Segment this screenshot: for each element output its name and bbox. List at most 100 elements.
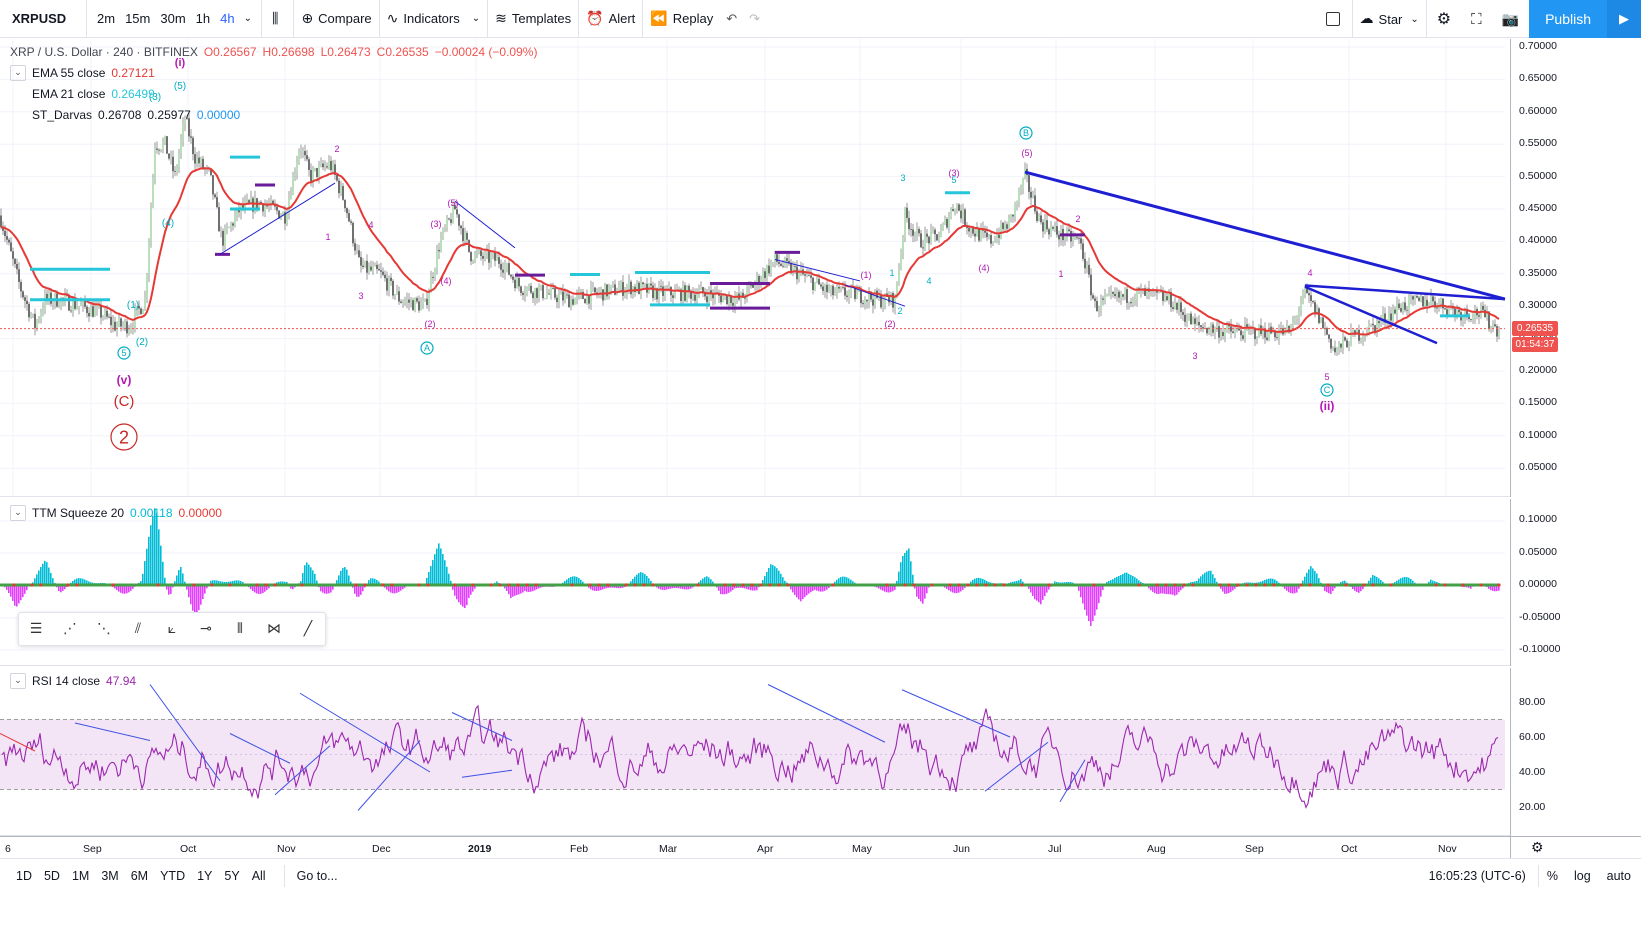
interval-30m[interactable]: 30m [160, 11, 186, 26]
range-all[interactable]: All [251, 869, 266, 883]
squeeze-dot [354, 583, 358, 587]
replay-button[interactable]: ⏪ Replay [643, 0, 720, 38]
range-1d[interactable]: 1D [16, 869, 32, 883]
camera-icon[interactable]: 📷 [1501, 10, 1520, 27]
log-toggle[interactable]: log [1573, 869, 1591, 883]
range-3m[interactable]: 3M [101, 869, 119, 883]
candle-body [1046, 220, 1048, 230]
price-axis[interactable]: 0.70000 0.65000 0.60000 0.55000 0.50000 0.450… [1510, 39, 1641, 497]
ema21-row[interactable]: EMA 21 close 0.26499 [10, 83, 537, 104]
undo-icon[interactable]: ↶ [726, 10, 738, 26]
ttm-bar [210, 580, 212, 585]
candle-body [536, 288, 538, 298]
candle-body [1192, 318, 1194, 325]
range-5y[interactable]: 5Y [224, 869, 240, 883]
collapse-chevron-icon[interactable]: ⌄ [10, 504, 26, 521]
candle-style-button[interactable]: ⫼ [262, 0, 293, 38]
ttm-bar [388, 585, 390, 592]
ttm-bar [916, 585, 918, 597]
ttm-bar [1128, 573, 1130, 585]
ttm-bar [772, 565, 774, 585]
ttm-bar [822, 585, 824, 592]
indicators-button[interactable]: ∿ Indicators ⌄ [380, 0, 488, 38]
publish-button[interactable]: Publish [1529, 0, 1607, 38]
goto-button[interactable]: Go to... [296, 869, 338, 883]
ttm-bar [594, 585, 596, 591]
range-1y[interactable]: 1Y [197, 869, 213, 883]
interval-15m[interactable]: 15m [125, 11, 151, 26]
chart-settings-gear-icon[interactable]: ⚙ [1531, 839, 1544, 855]
fullscreen-icon[interactable]: ⛶ [1471, 10, 1482, 28]
time-axis[interactable]: 6 Sep Oct Nov Dec 2019 Feb Mar Apr May Jun Jul Aug Se… [0, 836, 1510, 858]
collapse-chevron-icon[interactable]: ⌄ [10, 672, 26, 689]
vertical-lines-icon[interactable]: ⫴ [237, 621, 243, 637]
interval-dropdown-chevron-icon[interactable]: ⌄ [243, 13, 252, 24]
interval-4h[interactable]: 4h [220, 11, 235, 26]
percent-toggle[interactable]: % [1546, 869, 1558, 883]
publish-play-icon[interactable]: ▶ [1607, 0, 1641, 38]
candle-body [1396, 303, 1398, 314]
ttm-bar [672, 585, 674, 589]
templates-button[interactable]: ≋ Templates [488, 0, 578, 38]
candle-body [576, 293, 578, 299]
price-chart[interactable]: (i) (5) (3) (1) (2) (4) 5 (v) (C) 2 2 1 3 4 (3) (5) (4) (… [0, 39, 1510, 497]
rsi-pane[interactable]: ⌄ RSI 14 close 47.94 [0, 668, 1510, 836]
pattern-icon[interactable]: ⋈ [267, 621, 281, 637]
ema55-row[interactable]: ⌄ EMA 55 close 0.27121 [10, 62, 537, 83]
interval-1h[interactable]: 1h [195, 11, 211, 26]
collapse-chevron-icon[interactable]: ⌄ [10, 64, 26, 81]
ttm-bar [566, 579, 568, 585]
wave-1-5-icon[interactable]: ⋰ [63, 621, 77, 637]
price-pane[interactable]: (i) (5) (3) (1) (2) (4) 5 (v) (C) 2 2 1 3 4 (3) (5) (4) (… [0, 39, 1510, 497]
compare-button[interactable]: ⊕ Compare [294, 0, 378, 38]
rsi-row[interactable]: ⌄ RSI 14 close 47.94 [10, 670, 136, 691]
ttm-bar [658, 585, 660, 589]
candle-body [634, 286, 636, 293]
interval-2m[interactable]: 2m [97, 11, 116, 26]
ttm-bar [634, 576, 636, 585]
candle-body [812, 277, 814, 291]
redo-icon[interactable]: ↷ [749, 10, 761, 26]
ttm-bar [464, 585, 466, 609]
candle-body [170, 156, 172, 159]
candle-body [558, 294, 560, 303]
settings-gear-icon[interactable]: ⚙ [1436, 11, 1452, 28]
rsi-chart[interactable] [0, 668, 1510, 836]
alert-button[interactable]: ⏰ Alert [579, 0, 642, 38]
candle-body [464, 232, 466, 241]
auto-toggle[interactable]: auto [1606, 869, 1631, 883]
range-6m[interactable]: 6M [130, 869, 149, 883]
candle-body [1394, 309, 1396, 314]
ttm-bar [254, 585, 256, 593]
symbol-search[interactable]: XRPUSD [12, 11, 67, 26]
wave-abc-icon[interactable]: ⋱ [97, 621, 111, 637]
ttm-bar [1152, 585, 1154, 592]
range-1m[interactable]: 1M [71, 869, 90, 883]
clock[interactable]: 16:05:23 (UTC-6) [1428, 869, 1526, 883]
ttm-bar [710, 579, 712, 585]
fullscreen-square-icon[interactable] [1314, 0, 1352, 38]
horizontal-lines-icon[interactable]: ☰ [29, 621, 43, 637]
wave-circle-c [1320, 383, 1334, 397]
star-button[interactable]: ☁ Star ⌄ [1353, 0, 1426, 38]
ttm-bar [180, 566, 182, 585]
ttm-bar [1406, 577, 1408, 585]
horizontal-ray-icon[interactable]: ⊸ [200, 621, 212, 637]
range-5d[interactable]: 5D [43, 869, 60, 883]
ttm-bar [174, 581, 176, 585]
fib-fan-icon[interactable]: ⟀ [167, 621, 177, 637]
candle-body [638, 282, 640, 295]
ttm-bar [590, 585, 592, 590]
ttm-axis[interactable]: 0.10000 0.05000 0.00000 -0.05000 -0.10000 [1510, 499, 1641, 666]
candle-body [1130, 301, 1132, 304]
darvas-row[interactable]: ST_Darvas 0.26708 0.25977 0.00000 [10, 104, 537, 125]
candle-body [1120, 294, 1122, 298]
trend-line-icon[interactable]: ╱ [303, 621, 313, 637]
wave-label: 3 [358, 291, 363, 301]
trend-channel-icon[interactable]: ⫽ [134, 621, 142, 637]
range-ytd[interactable]: YTD [160, 869, 186, 883]
rsi-axis[interactable]: 80.00 60.00 40.00 20.00 [1510, 668, 1641, 836]
candle-body [808, 275, 810, 277]
ttm-row[interactable]: ⌄ TTM Squeeze 20 0.00118 0.00000 [10, 502, 222, 523]
wave-label: (1) [127, 300, 139, 311]
